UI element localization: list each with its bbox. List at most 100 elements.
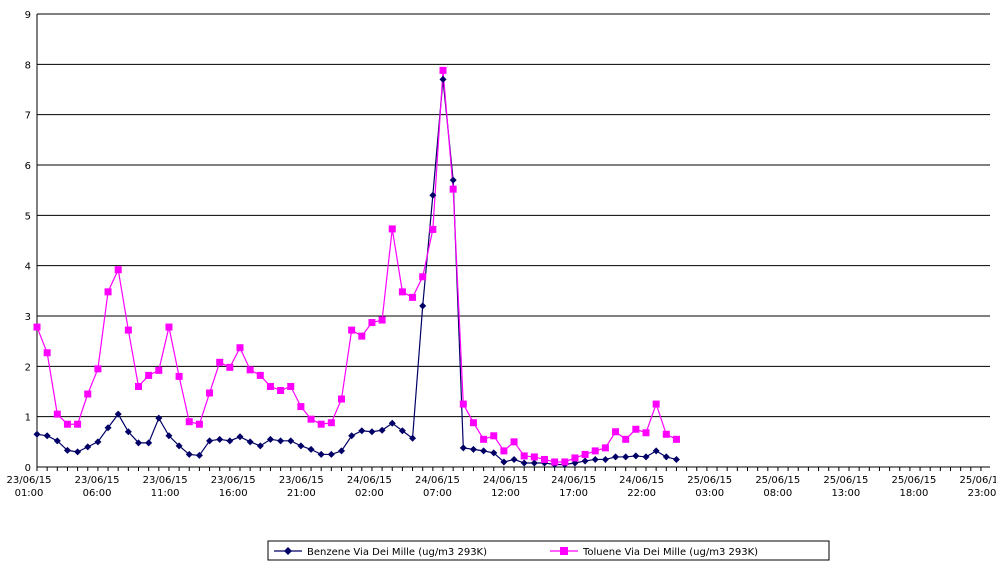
data-point-toluene xyxy=(155,366,163,374)
data-point-toluene xyxy=(327,419,335,427)
data-point-toluene xyxy=(195,420,203,428)
data-point-toluene xyxy=(94,365,102,373)
data-point-toluene xyxy=(33,323,41,331)
data-point-benzene xyxy=(226,437,234,445)
data-point-benzene xyxy=(500,458,508,466)
data-point-toluene xyxy=(500,447,508,455)
data-point-toluene xyxy=(226,363,234,371)
data-point-toluene xyxy=(551,458,559,466)
y-tick-label: 3 xyxy=(25,312,31,323)
data-point-benzene xyxy=(297,442,305,450)
data-point-toluene xyxy=(388,225,396,233)
x-tick-label: 25/06/15 08:00 xyxy=(755,475,800,499)
y-tick-label: 9 xyxy=(25,10,31,21)
data-point-toluene xyxy=(571,454,579,462)
series-layer xyxy=(33,66,680,468)
legend-marker-benzene xyxy=(284,547,292,555)
data-point-toluene xyxy=(510,438,518,446)
data-point-toluene xyxy=(145,371,153,379)
data-point-benzene xyxy=(632,452,640,460)
x-tick-label: 25/06/15 13:00 xyxy=(823,475,868,499)
data-point-benzene xyxy=(287,437,295,445)
data-point-benzene xyxy=(581,457,589,465)
data-point-toluene xyxy=(449,185,457,193)
data-point-toluene xyxy=(84,390,92,398)
legend-marker-toluene xyxy=(560,547,568,555)
data-point-toluene xyxy=(662,430,670,438)
data-point-toluene xyxy=(307,415,315,423)
data-point-toluene xyxy=(429,225,437,233)
data-point-benzene xyxy=(206,437,214,445)
data-point-benzene xyxy=(591,455,599,463)
y-tick-label: 2 xyxy=(25,362,31,373)
data-point-toluene xyxy=(287,382,295,390)
data-point-benzene xyxy=(43,432,51,440)
data-point-toluene xyxy=(358,332,366,340)
data-point-toluene xyxy=(398,288,406,296)
data-point-toluene xyxy=(124,326,132,334)
data-point-toluene xyxy=(490,432,498,440)
data-point-benzene xyxy=(612,453,620,461)
data-point-benzene xyxy=(145,439,153,447)
data-point-toluene xyxy=(632,425,640,433)
data-point-benzene xyxy=(104,424,112,432)
data-point-toluene xyxy=(114,266,122,274)
data-point-toluene xyxy=(43,349,51,357)
data-point-toluene xyxy=(642,429,650,437)
data-point-toluene xyxy=(277,386,285,394)
x-tick-label: 24/06/15 22:00 xyxy=(619,475,664,499)
data-point-toluene xyxy=(622,435,630,443)
data-point-toluene xyxy=(591,447,599,455)
data-point-benzene xyxy=(469,445,477,453)
x-tick-label: 23/06/15 11:00 xyxy=(143,475,188,499)
data-point-toluene xyxy=(469,419,477,427)
data-point-benzene xyxy=(114,410,122,418)
series-line-benzene xyxy=(36,79,677,466)
x-tick-label: 24/06/15 12:00 xyxy=(483,475,528,499)
y-tick-label: 8 xyxy=(25,60,31,71)
data-point-benzene xyxy=(124,428,132,436)
data-point-benzene xyxy=(449,176,457,184)
data-point-benzene xyxy=(236,433,244,441)
data-point-toluene xyxy=(480,435,488,443)
data-point-benzene xyxy=(266,435,274,443)
data-point-benzene xyxy=(74,448,82,456)
data-point-benzene xyxy=(358,427,366,435)
x-axis: 23/06/15 01:00 23/06/15 06:00 23/06/15 11:00 2… xyxy=(7,466,996,499)
data-point-toluene xyxy=(338,395,345,403)
data-point-benzene xyxy=(419,302,427,310)
data-point-benzene xyxy=(439,75,447,83)
data-point-toluene xyxy=(409,293,417,301)
data-point-benzene xyxy=(459,444,467,452)
x-tick-label: 23/06/15 16:00 xyxy=(211,475,256,499)
data-point-toluene xyxy=(317,420,325,428)
x-tick-label: 24/06/15 02:00 xyxy=(347,475,392,499)
data-point-toluene xyxy=(459,400,467,408)
series-line-toluene xyxy=(36,70,677,463)
data-point-toluene xyxy=(439,66,447,74)
data-point-benzene xyxy=(510,455,518,463)
data-point-toluene xyxy=(104,288,112,296)
data-point-benzene xyxy=(307,445,315,453)
y-axis: 0 1 2 3 4 5 6 7 8 9 xyxy=(25,10,38,474)
y-tick-label: 7 xyxy=(25,111,31,122)
data-point-benzene xyxy=(63,446,71,454)
data-point-toluene xyxy=(236,344,244,352)
data-point-benzene xyxy=(652,447,660,455)
data-point-toluene xyxy=(520,452,528,460)
data-point-toluene xyxy=(348,326,356,334)
data-point-benzene xyxy=(490,449,498,457)
data-point-benzene xyxy=(135,439,142,447)
data-point-benzene xyxy=(327,450,335,458)
data-point-benzene xyxy=(338,447,345,455)
y-tick-label: 5 xyxy=(25,211,31,222)
data-point-benzene xyxy=(165,432,173,440)
y-tick-label: 0 xyxy=(25,463,31,474)
data-point-toluene xyxy=(74,420,82,428)
y-tick-label: 4 xyxy=(25,262,31,273)
data-point-toluene xyxy=(246,366,254,374)
y-tick-label: 6 xyxy=(25,161,31,172)
data-point-benzene xyxy=(195,451,203,459)
gridlines xyxy=(37,13,990,418)
data-point-toluene xyxy=(672,435,680,443)
